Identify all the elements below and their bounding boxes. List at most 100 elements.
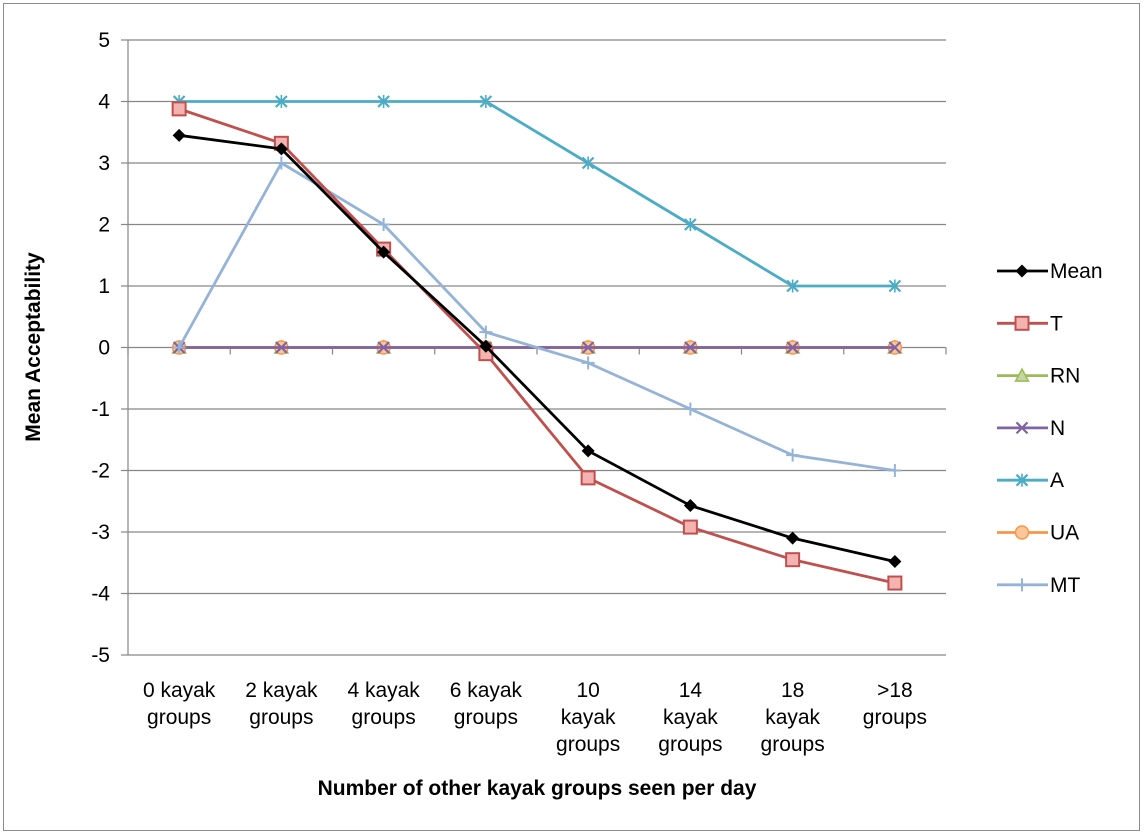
y-tick-label: 0 [98,337,110,360]
data-point-a [479,95,493,108]
legend-label-a: A [1050,469,1064,492]
data-point-a [377,95,390,108]
legend-marker-rn [1014,367,1030,382]
x-tick-label: groups [147,706,211,729]
data-point-a [275,95,288,108]
data-point-n [275,341,288,354]
data-point-t [171,101,187,117]
y-tick-label: -3 [91,521,110,544]
x-tick-label: kayak [561,706,616,729]
data-point-mt [377,218,391,231]
x-tick-label: groups [454,706,518,729]
legend-label-mt: MT [1050,574,1080,597]
data-point-n [377,341,390,354]
series-mean [172,128,902,569]
legend-item-n: N [997,417,1065,440]
x-tick-label: groups [761,733,825,756]
x-tick-label: 6 kayak [450,679,523,702]
x-tick-label: kayak [765,706,820,729]
y-axis-title: Mean Acceptability [22,252,45,442]
data-point-mean [377,245,391,259]
legend-marker-a [1015,473,1029,487]
data-point-a [786,279,799,293]
chart-frame [3,3,1140,831]
x-tick-label: 18 [781,679,804,702]
legend-marker-mt [1015,578,1029,592]
y-tick-labels: 5 4 3 2 1 0 -1 -2 -3 -4 -5 [91,29,110,667]
data-point-mt [683,402,697,416]
data-point-mean [172,128,186,142]
x-tick-label: 10 [576,679,599,702]
legend-label-mean: Mean [1050,260,1103,283]
data-point-n [581,341,595,354]
data-point-t [785,552,801,568]
x-axis-title: Number of other kayak groups seen per da… [318,777,757,800]
legend-item-ua: UA [997,522,1079,545]
data-point-mean [888,555,902,569]
y-tick-label: 2 [98,214,110,237]
y-tick-label: 3 [98,152,110,175]
series-group [171,95,903,591]
data-point-mean [274,142,288,156]
series-line-mean [178,133,896,563]
y-tick-label: -2 [91,460,110,483]
x-tick-label: 0 kayak [143,679,216,702]
x-tick-label: groups [863,706,927,729]
x-tick-label: groups [352,706,416,729]
legend-label-t: T [1050,312,1063,335]
legend: Mean T RN N A UA MT [997,260,1103,597]
x-tick-label: groups [658,733,722,756]
x-tick-label: 4 kayak [347,679,420,702]
legend-label-rn: RN [1050,365,1080,388]
data-point-t [580,470,596,486]
legend-label-ua: UA [1050,522,1079,545]
data-point-t [887,575,903,591]
y-tick-label: -4 [91,583,110,606]
legend-item-mt: MT [997,574,1080,597]
y-tick-label: 4 [98,91,110,114]
legend-marker-ua [1014,525,1030,540]
legend-item-a: A [997,469,1064,492]
x-tick-label: groups [556,733,620,756]
data-point-mean [479,339,493,353]
y-tick-label: 1 [98,275,110,298]
y-tick-label: 5 [98,29,110,52]
y-tick-label: -1 [91,398,110,421]
data-point-mt [786,448,800,462]
legend-item-mean: Mean [997,260,1103,283]
series-mt [172,156,902,477]
data-point-mt [888,464,902,477]
data-point-a [684,218,697,231]
series-line-t [178,107,896,585]
data-point-mean [581,444,595,458]
legend-marker-mean [1015,264,1029,278]
x-tick-label: 14 [679,679,703,702]
legend-item-t: T [997,312,1063,335]
data-point-mt [581,356,595,370]
data-point-t [682,519,698,535]
data-point-n [888,341,902,354]
data-point-mt [172,341,186,354]
data-point-n [684,341,697,354]
legend-item-rn: RN [997,365,1080,388]
data-point-mt [479,325,493,339]
data-point-mean [786,531,800,545]
legend-label-n: N [1050,417,1065,440]
data-point-a [581,156,595,170]
series-a [172,95,902,293]
data-point-mt [274,156,288,170]
legend-marker-n [1015,421,1029,435]
x-tick-labels: 0 kayak groups 2 kayak groups 4 kayak groups 6… [143,679,927,756]
x-tick-label: kayak [663,706,718,729]
series-line-mt [177,161,896,472]
y-tick-label: -5 [91,644,110,667]
series-line-a [179,100,895,288]
x-tick-label: groups [249,706,313,729]
data-point-mean [683,499,697,513]
x-tick-label: >18 [877,679,913,702]
data-point-n [786,341,799,354]
data-point-a [888,279,902,293]
x-tick-label: 2 kayak [245,679,318,702]
legend-marker-t [1014,315,1030,331]
